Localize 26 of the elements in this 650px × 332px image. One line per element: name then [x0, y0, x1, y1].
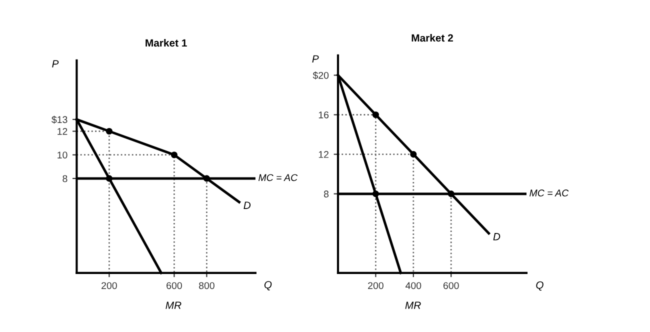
x-tick-label: 800 — [199, 282, 214, 290]
y-tick-label: 10 — [58, 152, 68, 158]
annotation: MR — [405, 302, 421, 309]
y-tick-label: 8 — [62, 175, 68, 182]
y-tick-label: $20 — [312, 72, 329, 80]
x-axis-title: Q — [264, 281, 272, 290]
x-tick-label: 200 — [368, 282, 384, 290]
x-axis-title: Q — [536, 281, 544, 291]
y-axis-title: P — [312, 55, 319, 62]
ref-line-label: MC = AC — [258, 174, 298, 182]
y-tick-label: 8 — [324, 190, 329, 198]
x-tick-label: 600 — [443, 282, 459, 290]
y-axis-title: P — [52, 60, 59, 68]
annotation: D — [493, 233, 500, 240]
annotation: MR — [166, 302, 182, 309]
x-tick-label: 600 — [166, 282, 182, 290]
ref-line-label: MC = AC — [530, 190, 569, 196]
chart-title: Market 1 — [146, 38, 187, 47]
y-tick-label: 12 — [318, 151, 328, 158]
x-tick-label: 200 — [102, 282, 117, 290]
y-tick-label: $13 — [52, 116, 68, 124]
chart-title: Market 2 — [412, 34, 453, 42]
x-tick-label: 400 — [406, 282, 422, 290]
y-tick-label: 12 — [58, 128, 68, 135]
y-tick-label: 16 — [318, 111, 329, 118]
annotation: D — [244, 202, 251, 209]
